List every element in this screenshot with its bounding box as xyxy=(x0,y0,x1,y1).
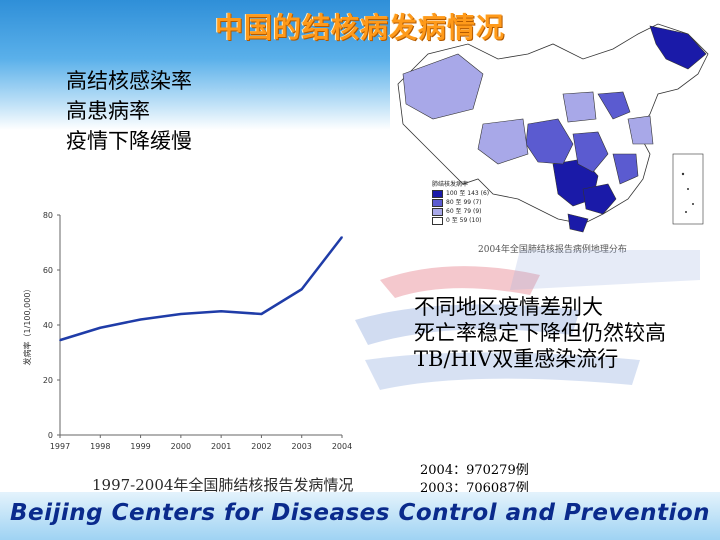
x-tick-label: 2003 xyxy=(292,442,312,451)
x-tick-label: 2004 xyxy=(332,442,352,451)
x-tick-label: 1999 xyxy=(130,442,150,451)
y-tick-label: 60 xyxy=(43,266,53,275)
legend-item: 80 至 99 (7) xyxy=(432,198,489,207)
china-incidence-map xyxy=(397,23,709,233)
x-tick-label: 1998 xyxy=(90,442,110,451)
x-tick-label: 2001 xyxy=(211,442,231,451)
cdc-logo-watermark xyxy=(355,250,700,390)
case-count-2004: 2004：970279例 xyxy=(420,463,529,478)
y-tick-label: 20 xyxy=(43,376,53,385)
incidence-line-chart: 0 20 40 60 80 1997 1998 1999 2000 2001 2002 2003 200… xyxy=(22,211,352,451)
bullet-item: 死亡率稳定下降但仍然较高 xyxy=(414,321,666,345)
x-tick-label: 2000 xyxy=(171,442,191,451)
y-tick-label: 80 xyxy=(43,211,53,220)
legend-item: 100 至 143 (6) xyxy=(432,189,489,198)
y-tick-label: 40 xyxy=(43,321,53,330)
legend-item: 60 至 79 (9) xyxy=(432,207,489,216)
data-point xyxy=(59,339,61,341)
data-point xyxy=(180,313,182,315)
data-point xyxy=(139,318,142,321)
data-point xyxy=(220,310,222,313)
bullet-item: 高患病率 xyxy=(66,99,150,123)
bullet-item: TB/HIV双重感染流行 xyxy=(414,347,619,371)
legend-item: 0 至 59 (10) xyxy=(432,216,489,225)
y-tick-label: 0 xyxy=(48,431,53,440)
right-bullet-list: 不同地区疫情差别大 死亡率稳定下降但仍然较高 TB/HIV双重感染流行 xyxy=(414,294,714,372)
footer-organization: Beijing Centers for Diseases Control and… xyxy=(9,500,711,526)
chart-caption: 1997-2004年全国肺结核报告发病情况 xyxy=(92,476,354,494)
bullet-item: 高结核感染率 xyxy=(66,69,192,93)
y-axis-label: 发病率（1/100,000） xyxy=(22,285,32,366)
x-tick-label: 1997 xyxy=(50,442,70,451)
header-gradient-band xyxy=(0,0,390,130)
data-point xyxy=(300,288,303,291)
series-line xyxy=(59,236,343,342)
data-point xyxy=(260,313,263,315)
bullet-item: 不同地区疫情差别大 xyxy=(414,295,603,319)
x-tick-label: 2002 xyxy=(251,442,271,451)
slide-title: 中国的结核病发病情况 xyxy=(214,11,505,44)
footer-band xyxy=(0,492,720,540)
data-point xyxy=(341,236,343,238)
legend-title: 肺结核发病率 xyxy=(432,181,469,188)
left-bullet-list: 高结核感染率 高患病率 疫情下降缓慢 xyxy=(66,66,192,156)
map-caption: 2004年全国肺结核报告病例地理分布 xyxy=(478,245,627,255)
bullet-item: 疫情下降缓慢 xyxy=(66,129,192,153)
data-point xyxy=(99,326,102,329)
map-legend: 肺结核发病率 100 至 143 (6) 80 至 99 (7) 60 至 79… xyxy=(432,180,489,225)
